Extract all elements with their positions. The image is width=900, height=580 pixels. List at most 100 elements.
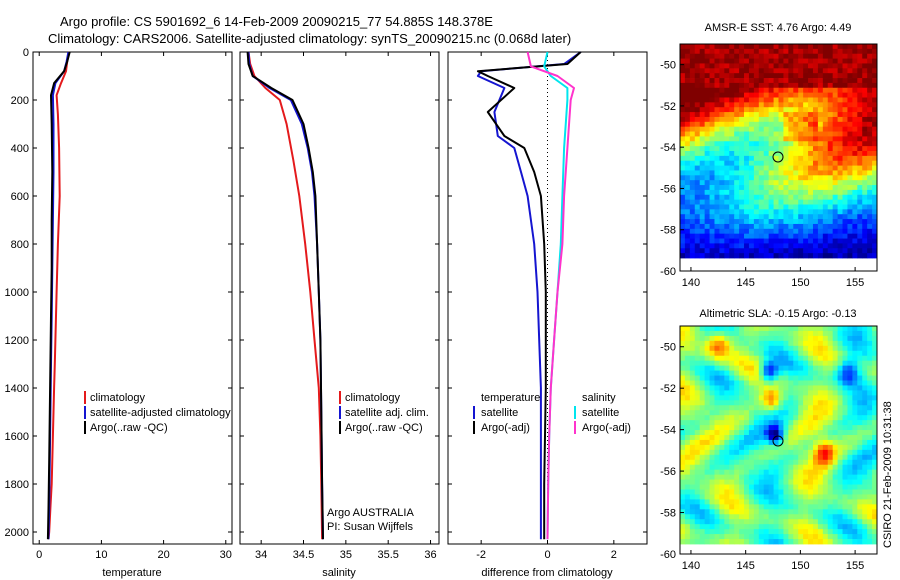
sla-cell [709,410,715,416]
sst-cell [753,97,760,103]
sla-cell [768,350,774,357]
sla-cell [709,439,715,446]
sst-cell [699,189,706,196]
sst-cell [684,175,691,181]
sst-cell [773,248,779,254]
sla-cell [817,454,824,461]
sst-cell [719,126,725,132]
sst-cell [817,170,824,176]
sla-cell [744,340,750,347]
sla-cell [694,400,701,406]
sst-cell [744,78,750,84]
sla-cell [832,524,838,530]
sst-cell [709,238,715,244]
sla-cell [709,340,715,347]
sst-cell [852,97,858,103]
sst-cell [827,73,834,79]
sla-cell [773,489,779,495]
sst-cell [768,155,774,162]
sla-cell [817,326,824,332]
sla-cell [744,499,750,505]
sla-cell [729,449,735,456]
sla-cell [798,494,804,500]
sst-cell [788,160,794,166]
sst-cell [734,219,740,225]
sla-cell [714,469,720,476]
sla-cell [798,444,804,451]
sla-cell [798,380,804,386]
sst-cell [827,253,834,259]
sst-cell [842,53,848,59]
sst-cell [758,165,765,171]
sst-cell [758,189,765,196]
sst-cell [857,175,863,181]
sst-cell [793,126,799,132]
sla-cell [872,509,878,515]
sla-cell [847,454,853,461]
sst-cell [729,87,735,94]
sst-cell [704,228,710,235]
sla-cell [739,400,745,406]
sla-cell [773,454,779,461]
sla-cell [714,539,720,545]
sst-cell [837,146,843,152]
sla-cell [763,529,770,535]
sst-cell [699,146,706,152]
sst-cell [822,112,829,118]
sst-cell [822,68,829,74]
sla-cell [842,464,848,471]
sla-cell [803,415,809,421]
sla-cell [812,335,819,342]
sst-cell [872,194,878,201]
sst-cell [734,151,740,157]
sst-cell [817,160,824,166]
sla-cell [689,345,696,352]
sst-cell [788,238,794,244]
sla-cell [694,534,701,540]
sst-cell [729,121,735,128]
sst-cell [817,214,824,220]
sla-cell [753,430,760,436]
sst-cell [798,131,804,137]
sla-cell [872,534,878,540]
sst-cell [758,185,765,191]
sst-cell [689,170,696,176]
sla-cell [812,410,819,416]
sst-cell [773,131,779,137]
sst-cell [744,73,750,79]
sla-cell [808,539,814,545]
sst-cell [684,87,691,94]
sst-cell [719,214,725,220]
y-tick-label: 600 [11,191,29,203]
sst-cell [842,233,848,239]
sla-cell [822,410,829,416]
sla-cell [778,380,784,386]
sla-cell [872,405,878,411]
sst-cell [748,107,755,113]
sla-cell [714,524,720,530]
sla-cell [748,425,755,431]
sla-cell [704,534,710,540]
sst-cell [734,116,740,123]
sst-cell [684,228,691,235]
sst-cell [837,223,843,230]
sla-cell [744,444,750,451]
sla-cell [812,499,819,505]
sla-cell [763,509,770,515]
sst-cell [714,136,720,142]
sst-cell [852,73,858,79]
sla-cell [778,479,784,485]
sla-cell [694,405,701,411]
sst-cell [724,228,730,235]
sst-cell [862,82,868,89]
sst-cell [872,204,878,210]
sla-cell [748,380,755,386]
sla-cell [847,345,853,352]
sla-cell [803,435,809,441]
sla-cell [768,345,774,352]
sla-cell [709,435,715,441]
sst-cell [867,243,873,249]
sla-cell [768,430,774,436]
sst-cell [803,63,809,69]
sla-cell [763,330,770,337]
